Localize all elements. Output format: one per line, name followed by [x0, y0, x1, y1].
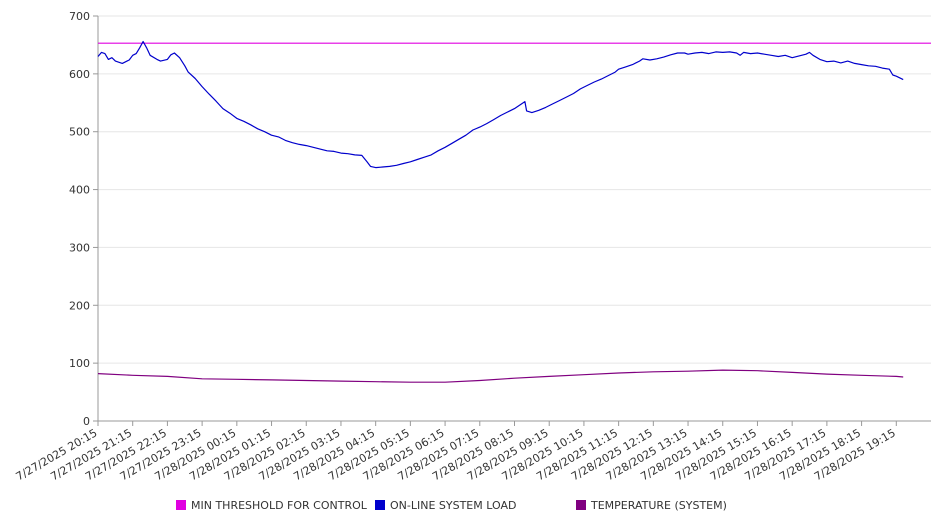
y-tick-label: 500 — [69, 126, 90, 139]
y-tick-label: 400 — [69, 184, 90, 197]
legend-item-load[interactable]: ON-LINE SYSTEM LOAD — [375, 497, 516, 513]
legend-swatch-load — [375, 500, 385, 510]
y-tick-label: 300 — [69, 241, 90, 254]
y-tick-label: 200 — [69, 299, 90, 312]
y-tick-labels: 0 100 200 300 400 500 600 700 — [69, 10, 90, 428]
legend-label-load: ON-LINE SYSTEM LOAD — [390, 498, 517, 512]
grid-layer — [98, 15, 931, 364]
legend-swatch-threshold — [176, 500, 186, 510]
axis-layer — [93, 15, 931, 426]
series-system-load-line — [97, 40, 904, 169]
legend-label-threshold: MIN THRESHOLD FOR CONTROL — [191, 498, 367, 512]
legend-item-temperature[interactable]: TEMPERATURE (SYSTEM) — [576, 497, 727, 513]
series-temperature-line — [97, 369, 904, 383]
y-tick-label: 100 — [69, 357, 90, 370]
x-tick-labels: 7/27/2025 20:157/27/2025 21:157/27/2025 … — [14, 426, 898, 483]
legend-item-threshold[interactable]: MIN THRESHOLD FOR CONTROL — [176, 497, 367, 513]
y-tick-label: 600 — [69, 68, 90, 81]
legend: MIN THRESHOLD FOR CONTROL ON-LINE SYSTEM… — [0, 497, 946, 517]
y-tick-label: 700 — [69, 10, 90, 23]
legend-label-temperature: TEMPERATURE (SYSTEM) — [591, 498, 727, 512]
series-layer — [97, 40, 931, 383]
legend-swatch-temperature — [576, 500, 586, 510]
y-tick-label: 0 — [83, 415, 90, 428]
